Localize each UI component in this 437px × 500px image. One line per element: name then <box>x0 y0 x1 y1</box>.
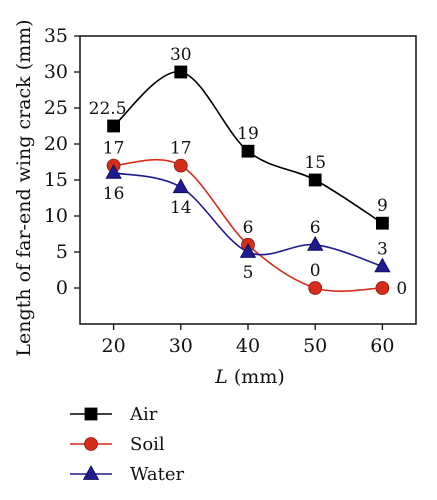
data-point-water-50 <box>307 235 324 251</box>
data-point-soil-50 <box>308 281 323 295</box>
x-axis-label-variable: L <box>214 366 228 388</box>
x-axis-label: L (mm) <box>214 366 285 388</box>
data-point-air-60 <box>375 216 389 230</box>
data-point-soil-30 <box>173 158 188 173</box>
y-tick-label-5: 5 <box>56 241 68 263</box>
data-label-soil-30: 17 <box>170 139 192 159</box>
data-label-soil-20: 17 <box>103 139 125 159</box>
legend-marker-water <box>82 465 100 480</box>
x-tick-label-60: 60 <box>370 335 394 357</box>
data-point-water-40 <box>239 243 257 258</box>
data-label-water-50: 6 <box>310 218 321 238</box>
data-label-air-40: 19 <box>237 124 259 144</box>
data-point-water-30 <box>172 178 189 194</box>
data-point-water-60 <box>374 257 391 273</box>
x-axis-label-unit: (mm) <box>228 366 285 388</box>
data-point-air-50 <box>308 173 322 187</box>
data-label-soil-50: 0 <box>310 261 321 281</box>
y-tick-label-35: 35 <box>44 25 68 47</box>
y-tick-label-20: 20 <box>44 133 68 155</box>
legend: Air Soil Water <box>70 404 185 485</box>
y-tick-label-15: 15 <box>44 169 68 191</box>
y-tick-label-10: 10 <box>44 205 68 227</box>
data-point-air-20 <box>107 119 120 133</box>
y-tick-label-0: 0 <box>56 277 68 299</box>
legend-label-water: Water <box>130 464 185 485</box>
x-tick-label-50: 50 <box>303 335 327 357</box>
y-axis-label: Length of far-end wing crack (mm) <box>13 19 35 356</box>
data-point-air-40 <box>241 144 255 158</box>
data-label-water-40: 5 <box>243 263 254 283</box>
data-label-water-30: 14 <box>170 198 192 218</box>
data-label-soil-60: 0 <box>396 279 407 299</box>
data-label-soil-40: 6 <box>243 218 254 238</box>
x-tick-label-40: 40 <box>236 335 260 357</box>
legend-marker-air <box>84 407 98 421</box>
data-point-soil-60 <box>375 281 390 295</box>
x-tick-label-30: 30 <box>169 335 193 357</box>
legend-marker-soil <box>84 437 98 451</box>
y-tick-label-30: 30 <box>44 61 68 83</box>
x-tick-label-20: 20 <box>102 335 126 357</box>
data-label-water-20: 16 <box>103 184 125 204</box>
data-label-water-60: 3 <box>377 239 388 259</box>
y-tick-label-25: 25 <box>44 97 68 119</box>
data-label-air-50: 15 <box>304 153 326 173</box>
data-label-air-30: 30 <box>170 45 192 65</box>
legend-label-soil: Soil <box>130 434 165 455</box>
data-label-air-20: 22.5 <box>89 99 127 119</box>
legend-label-air: Air <box>129 404 158 425</box>
data-point-water-20 <box>105 163 122 179</box>
data-point-air-30 <box>174 65 188 79</box>
data-label-air-60: 9 <box>377 196 388 216</box>
